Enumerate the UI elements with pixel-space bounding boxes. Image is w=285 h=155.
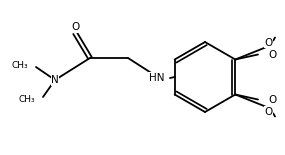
Text: O: O xyxy=(264,38,272,47)
Text: CH₃: CH₃ xyxy=(18,95,35,104)
Text: O: O xyxy=(264,106,272,117)
Text: CH₃: CH₃ xyxy=(11,60,28,69)
Text: HN: HN xyxy=(148,73,164,83)
Text: O: O xyxy=(268,95,276,104)
Text: O: O xyxy=(268,49,276,60)
Text: N: N xyxy=(51,75,59,85)
Text: O: O xyxy=(71,22,79,32)
